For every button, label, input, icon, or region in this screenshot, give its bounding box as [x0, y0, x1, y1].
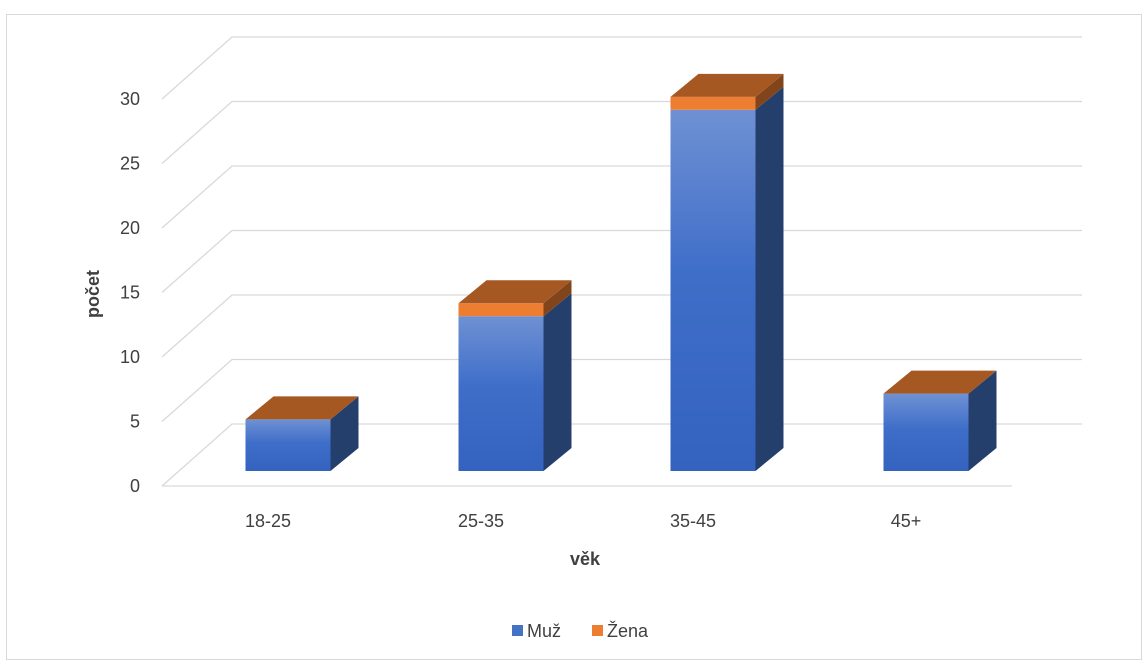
grid-lines — [161, 36, 1082, 487]
bar-side — [755, 73, 784, 110]
bar-stack — [245, 396, 359, 471]
bar-front — [883, 393, 969, 471]
x-tick-label: 25-35 — [458, 511, 504, 531]
bar-segment — [245, 396, 359, 471]
bar-stack — [670, 73, 784, 472]
y-axis-tick-labels: 0 5 10 15 20 25 30 — [120, 89, 140, 496]
legend-label: Muž — [527, 621, 561, 641]
bar-segment — [458, 280, 572, 317]
y-tick-label: 15 — [120, 283, 140, 303]
gridline — [161, 229, 1082, 293]
gridline — [161, 36, 1082, 100]
bar-segment — [670, 73, 784, 110]
bar-front — [670, 109, 756, 472]
bars — [245, 73, 997, 472]
legend-label: Žena — [607, 621, 649, 641]
bar-side — [330, 396, 359, 471]
bar-stack — [883, 370, 997, 471]
bar-side — [543, 293, 572, 471]
y-axis-title: počet — [83, 270, 103, 318]
bar-front — [670, 96, 756, 110]
bar-side — [543, 280, 572, 317]
x-axis-title: věk — [570, 549, 601, 569]
y-tick-label: 25 — [120, 154, 140, 174]
bar-stack — [458, 280, 572, 471]
gridline — [161, 165, 1082, 229]
gridline — [161, 100, 1082, 164]
y-tick-label: 5 — [130, 412, 140, 432]
bar-side — [755, 86, 784, 472]
gridline — [161, 294, 1082, 358]
legend-item: Muž — [512, 621, 561, 641]
legend-swatch — [592, 625, 603, 636]
x-axis-tick-labels: 18-25 25-35 35-45 45+ — [245, 511, 921, 531]
y-tick-label: 30 — [120, 89, 140, 109]
bar-front — [245, 419, 331, 471]
bar-top — [245, 396, 359, 420]
bar-top — [883, 370, 997, 394]
y-tick-label: 10 — [120, 347, 140, 367]
x-tick-label: 35-45 — [670, 511, 716, 531]
bar-side — [968, 370, 997, 471]
bar-segment — [670, 86, 784, 472]
bar-top — [670, 73, 784, 97]
bar-segment — [458, 293, 572, 471]
legend-item: Žena — [592, 621, 649, 641]
x-tick-label: 18-25 — [245, 511, 291, 531]
legend: Muž Žena — [512, 621, 649, 641]
gridline — [161, 358, 1082, 422]
x-tick-label: 45+ — [891, 511, 922, 531]
y-tick-label: 20 — [120, 218, 140, 238]
legend-swatch — [512, 625, 523, 636]
bar-front — [458, 316, 544, 471]
bar-front — [458, 303, 544, 317]
gridline — [161, 423, 1082, 487]
bar-segment — [883, 370, 997, 471]
y-tick-label: 0 — [130, 476, 140, 496]
bar-top — [458, 280, 572, 304]
chart-frame — [6, 14, 1142, 660]
